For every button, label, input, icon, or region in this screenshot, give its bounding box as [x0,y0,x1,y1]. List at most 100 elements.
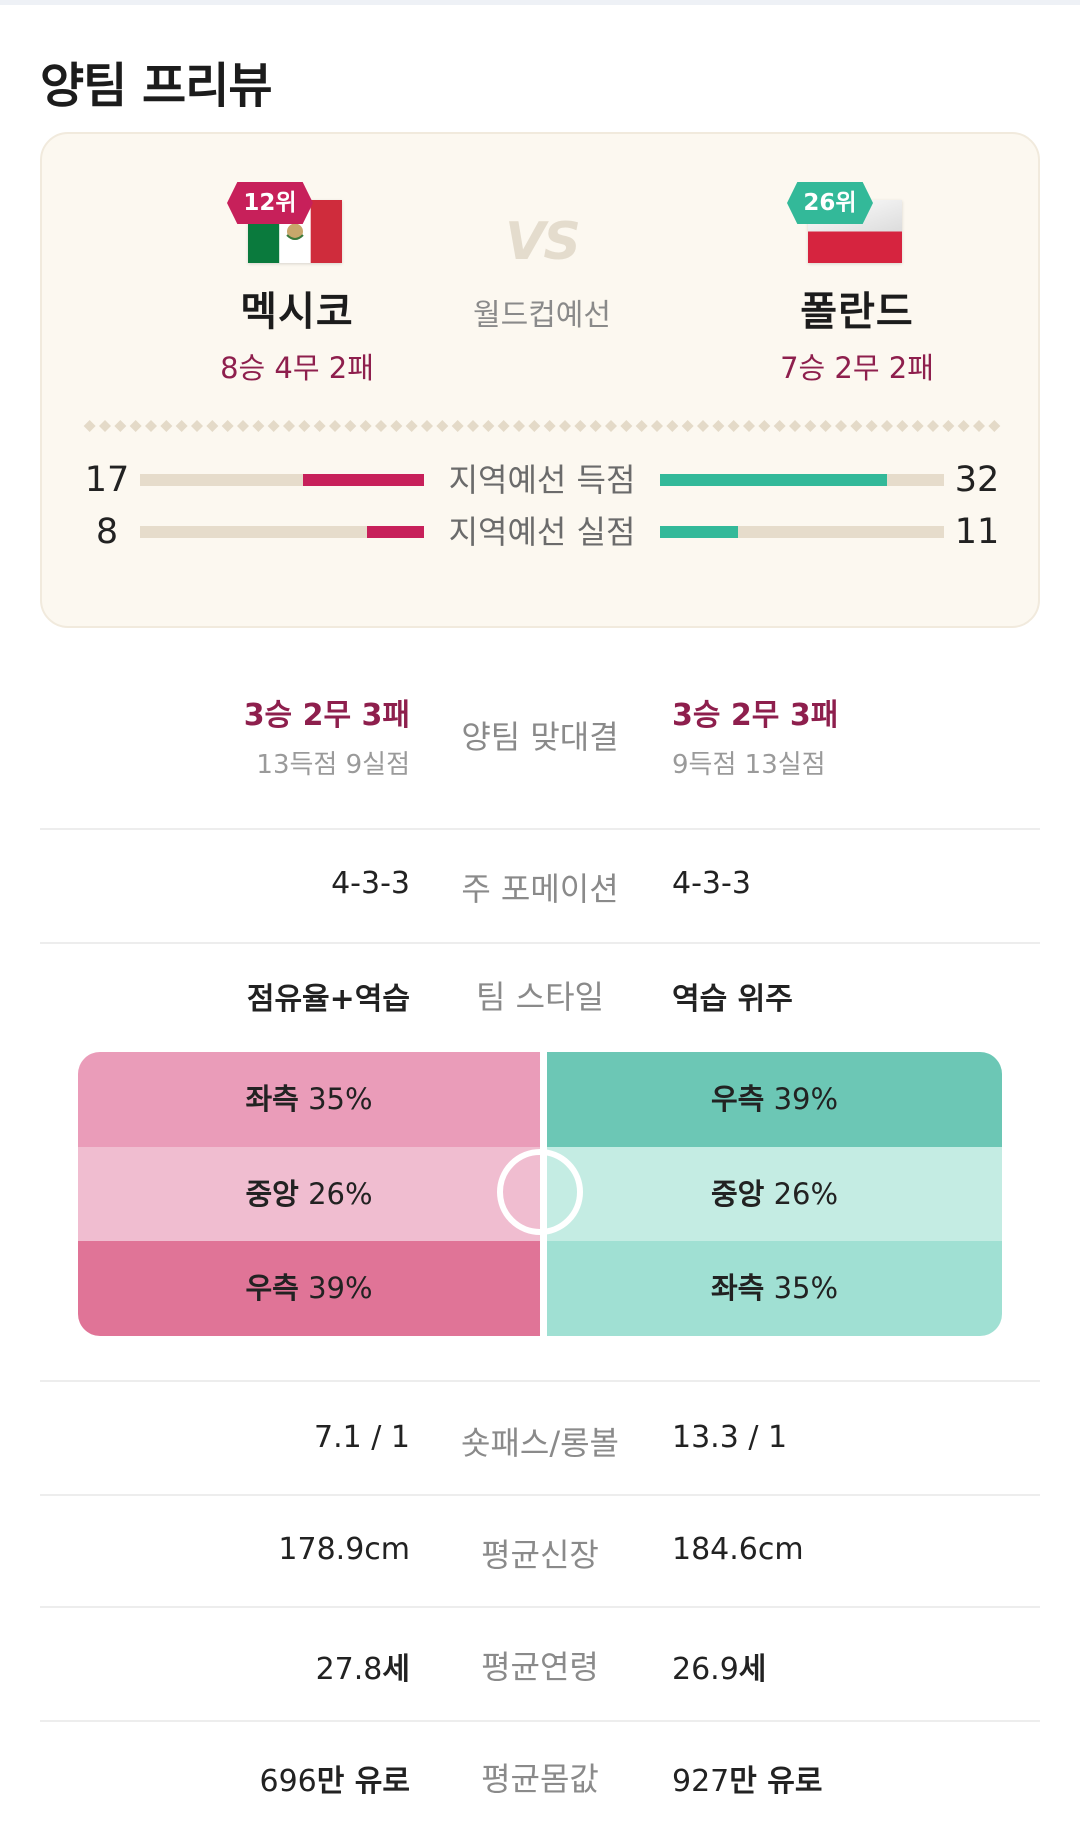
divider-diamond [681,420,694,432]
home-avg-age: 27.8세 [315,1652,410,1687]
away-regional-conceded: 11 [954,512,1000,552]
divider-diamond [927,420,939,432]
divider-diamond [819,420,832,432]
away-conceded-bar [660,526,739,538]
divider-diamond [252,420,265,432]
away-team-style: 역습 위주 [672,982,793,1017]
match-card: 12위 멕시코 8승 4무 2패 VS 월드컵예선 26위 폴란드 7승 2무 … [40,132,1040,628]
divider-diamond [635,420,648,432]
divider-diamond [743,420,755,432]
avg-value-row: 696만 유로 평균몸값 927만 유로 [40,1722,1040,1828]
divider-diamond [957,420,970,432]
home-zone-1: 좌측 35% [78,1052,540,1147]
home-h2h-goals: 13득점 9실점 [256,750,410,780]
pass-style-row: 7.1 / 1 숏패스/롱볼 13.3 / 1 [40,1380,1040,1496]
divider-diamond [313,420,326,432]
team-style-row: 점유율+역습 팀 스타일 역습 위주 [40,944,1040,1017]
divider-diamond [421,420,433,432]
formation-label: 주 포메이션 [461,870,619,908]
attack-zone-pitch: 좌측 35% 중앙 26% 우측 39% 우측 39% 중앙 26% 좌측 35… [78,1052,1002,1336]
regional-conceded-label: 지역예선 실점 [448,513,636,551]
home-rank-badge: 12위 [227,182,313,224]
divider-diamond [344,420,357,432]
away-goals-bar-track [660,474,944,486]
vs-block: VS 월드컵예선 [427,212,657,334]
head-to-head-label: 양팀 맞대결 [461,718,619,756]
home-goals-bar-track [140,474,424,486]
divider-diamond [191,420,203,432]
divider-diamond [896,420,909,432]
home-conceded-bar-track [140,526,424,538]
divider-diamond [543,420,556,432]
divider-diamond [283,420,295,432]
home-team-name: 멕시코 [240,289,354,335]
pass-style-label: 숏패스/롱볼 [461,1424,619,1462]
avg-height-label: 평균신장 [481,1536,599,1574]
divider-diamond [589,420,602,432]
home-zone-3: 우측 39% [78,1241,540,1336]
competition-label: 월드컵예선 [473,298,611,333]
divider-diamond [175,420,188,432]
away-team: 26위 폴란드 7승 2무 2패 [727,134,987,387]
home-zone-2: 중앙 26% [78,1147,540,1241]
divider-diamond [942,420,955,432]
divider-diamond [559,420,571,432]
regional-goals-row: 17 지역예선 득점 32 [42,460,1042,500]
divider-diamond [850,420,863,432]
divider-diamond [574,420,587,432]
divider-diamond [865,420,878,432]
away-conceded-bar-track [660,526,944,538]
divider-diamond [666,420,679,432]
away-avg-height: 184.6cm [672,1532,804,1567]
avg-height-row: 178.9cm 평균신장 184.6cm [40,1494,1040,1608]
divider-diamond [497,420,510,432]
away-formation: 4-3-3 [672,866,751,901]
divider-diamond [359,420,372,432]
avg-value-label: 평균몸값 [481,1760,599,1798]
divider-diamond [697,420,709,432]
divider-diamond [758,420,771,432]
away-regional-goals: 32 [954,460,1000,500]
head-to-head-row: 3승 2무 3패 13득점 9실점 양팀 맞대결 3승 2무 3패 9득점 13… [40,676,1040,830]
home-team: 12위 멕시코 8승 4무 2패 [167,134,427,387]
divider-diamond [528,420,541,432]
home-conceded-bar [367,526,424,538]
divider-diamond [237,420,249,432]
home-regional-conceded: 8 [95,512,119,552]
divider-diamond [605,420,617,432]
divider-diamond [789,420,801,432]
formation-row: 4-3-3 주 포메이션 4-3-3 [40,830,1040,944]
dotted-divider [83,420,1001,432]
divider-diamond [390,420,403,432]
divider-diamond [405,420,418,432]
regional-goals-label: 지역예선 득점 [448,461,636,499]
divider-diamond [712,420,725,432]
divider-diamond [267,420,280,432]
avg-age-row: 27.8세 평균연령 26.9세 [40,1608,1040,1722]
divider-diamond [451,420,464,432]
away-h2h-goals: 9득점 13실점 [672,750,826,780]
home-team-style: 점유율+역습 [246,982,410,1017]
away-h2h-record: 3승 2무 3패 [672,698,839,733]
divider-diamond [804,420,817,432]
divider-diamond [436,420,449,432]
divider-diamond [482,420,495,432]
divider-diamond [835,420,847,432]
away-goals-bar [660,474,888,486]
away-avg-value: 927만 유로 [672,1764,823,1799]
home-pass-ratio: 7.1 / 1 [314,1420,410,1455]
away-rank-badge: 26위 [787,182,873,224]
center-circle [497,1149,583,1235]
divider-diamond [145,420,157,432]
home-h2h-record: 3승 2무 3패 [243,698,410,733]
top-divider [0,0,1080,5]
away-zone-1: 우측 39% [547,1052,1002,1147]
vs-label: VS [505,212,581,272]
divider-diamond [651,420,663,432]
divider-diamond [467,420,479,432]
away-zone-3: 좌측 35% [547,1241,1002,1336]
divider-diamond [881,420,893,432]
divider-diamond [83,420,96,432]
away-team-name: 폴란드 [800,289,914,335]
home-goals-bar [303,474,424,486]
